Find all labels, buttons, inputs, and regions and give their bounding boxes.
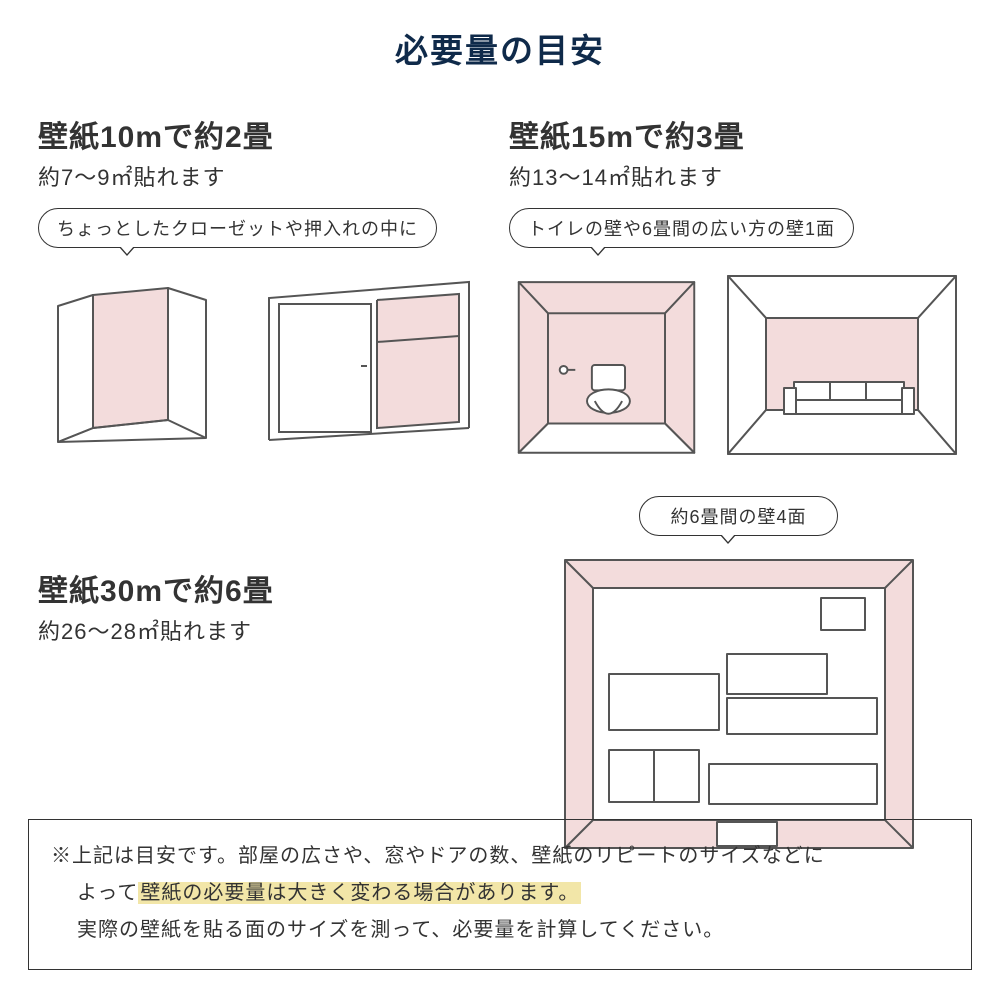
sub-10m: 約7～9㎡貼れます (38, 160, 479, 192)
note-box: ※上記は目安です。部屋の広さや、窓やドアの数、壁紙のリピートのサイズなどに よっ… (28, 819, 972, 970)
note-line-3: 実際の壁紙を貼る面のサイズを測って、必要量を計算してください。 (51, 912, 949, 949)
note-line-2: よって壁紙の必要量は大きく変わる場合があります。 (51, 875, 949, 912)
sub-30m: 約26～28㎡貼れます (38, 614, 485, 646)
section-30m: 壁紙30mで約6畳 約26～28㎡貼れます (38, 496, 485, 646)
illustration-10m (38, 270, 479, 460)
sliding-closet-icon (259, 270, 479, 460)
note-line-1: ※上記は目安です。部屋の広さや、窓やドアの数、壁紙のリピートのサイズなどに (51, 838, 949, 875)
bottom-row: 壁紙30mで約6畳 約26～28㎡貼れます 約6畳間の壁4面 (0, 460, 1000, 854)
section-10m: 壁紙10mで約2畳 約7～9㎡貼れます ちょっとしたクローゼットや押入れの中に (38, 112, 479, 460)
closet-icon (38, 270, 241, 460)
note-highlight: 壁紙の必要量は大きく変わる場合があります。 (138, 882, 581, 904)
heading-10m: 壁紙10mで約2畳 (38, 112, 479, 156)
top-row: 壁紙10mで約2畳 約7～9㎡貼れます ちょっとしたクローゼットや押入れの中に (0, 72, 1000, 460)
toilet-room-icon (509, 270, 704, 460)
page-title: 必要量の目安 (0, 0, 1000, 72)
living-room-icon (722, 270, 962, 460)
note-line-2-prefix: よって (77, 882, 138, 904)
illustration-15m (509, 270, 962, 460)
section-30m-illustration: 約6畳間の壁4面 (515, 496, 962, 854)
sub-15m: 約13～14㎡貼れます (509, 160, 962, 192)
bubble-15m: トイレの壁や6畳間の広い方の壁1面 (509, 208, 854, 248)
section-15m: 壁紙15mで約3畳 約13～14㎡貼れます トイレの壁や6畳間の広い方の壁1面 (509, 112, 962, 460)
bubble-30m: 約6畳間の壁4面 (639, 496, 837, 536)
heading-30m: 壁紙30mで約6畳 (38, 566, 485, 610)
room-plan-icon (515, 554, 962, 854)
heading-15m: 壁紙15mで約3畳 (509, 112, 962, 156)
bubble-10m: ちょっとしたクローゼットや押入れの中に (38, 208, 437, 248)
